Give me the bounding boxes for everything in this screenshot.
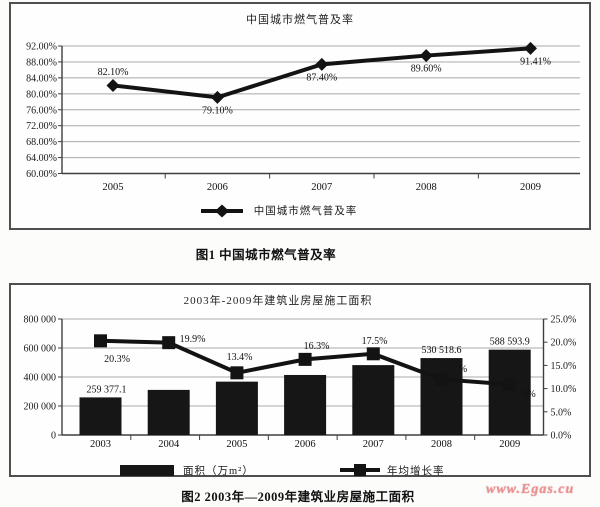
figure2-caption: 图2 2003年—2009年建筑业房屋施工面积 (181, 490, 415, 504)
data-point-label: 87.40% (306, 73, 337, 84)
growth-point-label: 20.3% (104, 354, 130, 365)
growth-point-label: 9% (522, 389, 535, 400)
data-point-marker (106, 78, 120, 92)
bar-value-label: 259 377.1 (87, 384, 127, 395)
x-tick-label: 2006 (295, 439, 316, 450)
area-bar (147, 389, 190, 435)
line-diamond-legend-marker (200, 204, 243, 217)
growth-point-marker (230, 366, 244, 380)
growth-series-legend-label: 年均增长率 (387, 466, 445, 477)
growth-point-label: % (459, 364, 467, 375)
y-tick-label: 68.00% (26, 137, 57, 148)
x-tick-label: 2008 (431, 439, 452, 450)
area-series-legend-label: 面积（万m²） (183, 466, 254, 477)
data-point-marker (524, 41, 537, 55)
line-square-legend-marker (340, 464, 380, 476)
growth-point-marker (435, 372, 448, 386)
chart1-legend: 中国城市燃气普及率 (0, 203, 567, 218)
chart1-title: 中国城市燃气普及率 (246, 14, 354, 26)
x-tick-label: 2007 (363, 439, 384, 450)
data-point-label: 82.10% (98, 67, 129, 78)
gas-penetration-plot: 60.00% 64.00% 68.00% 72.00% 76.00% 80.00% 84.0… (26, 41, 580, 193)
y-tick-label: 80.00% (26, 89, 57, 100)
right-y-tick-label: 25.0% (551, 315, 577, 326)
x-tick-label: 2005 (103, 182, 124, 193)
y-tick-label: 64.00% (26, 153, 57, 164)
construction-area-chart-panel: 2003年-2009年建筑业房屋施工面积 0 200 000 400 000 600 … (9, 283, 591, 477)
left-y-tick-label: 800 000 (24, 315, 57, 326)
data-point-marker (210, 90, 224, 104)
y-tick-label: 84.00% (26, 73, 57, 84)
growth-point-marker (298, 352, 312, 366)
growth-point-label: 17.5% (362, 336, 388, 347)
right-y-tick-label: 0.0% (551, 431, 572, 442)
construction-area-plot: 0 200 000 400 000 600 000 800 000 0.0% 5.0% 10.… (24, 315, 577, 451)
x-tick-label: 2003 (90, 439, 111, 450)
x-tick-label: 2009 (499, 439, 520, 450)
watermark: www.Egas.cu (486, 482, 575, 497)
data-point-marker (315, 57, 329, 71)
x-tick-label: 2007 (311, 182, 332, 193)
x-tick-label: 2005 (226, 439, 247, 450)
y-tick-label: 72.00% (26, 121, 57, 132)
data-point-label: 79.10% (202, 106, 233, 117)
x-tick-label: 2006 (207, 182, 228, 193)
growth-point-label: 16.3% (304, 341, 330, 352)
growth-point-marker (162, 336, 176, 350)
left-y-tick-label: 400 000 (24, 373, 57, 384)
area-bar (352, 365, 395, 435)
right-y-tick-label: 10.0% (551, 384, 577, 395)
chart1-legend-label: 中国城市燃气普及率 (253, 206, 358, 217)
y-tick-label: 92.00% (26, 42, 57, 53)
chart2-legend: 面积（万m²） 年均增长率 (11, 461, 589, 479)
bar-value-label: 530 518.6 (422, 345, 462, 356)
x-tick-label: 2004 (158, 439, 180, 450)
area-bar (284, 374, 327, 435)
area-bar (420, 358, 463, 435)
bar-value-label: 588 593.9 (490, 337, 530, 348)
x-tick-label: 2009 (520, 182, 541, 193)
growth-point-marker (503, 377, 517, 391)
right-y-tick-label: 5.0% (551, 407, 572, 418)
growth-point-label: 13.4% (227, 352, 253, 363)
area-bar (488, 349, 531, 435)
data-point-label: 91.41% (520, 57, 551, 68)
growth-point-marker (366, 347, 380, 361)
gas-penetration-chart-panel: 中国城市燃气普及率 60.00% 64.00% 68.00% 72.00% 76.00%… (9, 2, 591, 230)
area-bar (215, 381, 258, 435)
data-point-label: 89.60% (411, 64, 442, 75)
right-y-tick-label: 15.0% (551, 361, 577, 372)
growth-point-label: 19.9% (180, 334, 206, 345)
growth-point-marker (94, 334, 107, 348)
left-y-tick-label: 200 000 (24, 402, 57, 413)
figure1-caption: 图1 中国城市燃气普及率 (195, 248, 337, 262)
right-y-tick-label: 20.0% (551, 338, 577, 349)
y-tick-label: 88.00% (26, 57, 57, 68)
y-tick-label: 76.00% (26, 105, 57, 116)
data-point-marker (419, 49, 433, 63)
chart2-title: 2003年-2009年建筑业房屋施工面积 (183, 295, 373, 307)
left-y-tick-label: 600 000 (24, 344, 57, 355)
y-tick-label: 60.00% (26, 169, 57, 180)
area-bar (79, 397, 122, 435)
left-y-tick-label: 0 (51, 431, 56, 442)
x-tick-label: 2008 (416, 182, 437, 193)
area-series-legend-swatch (120, 465, 174, 476)
